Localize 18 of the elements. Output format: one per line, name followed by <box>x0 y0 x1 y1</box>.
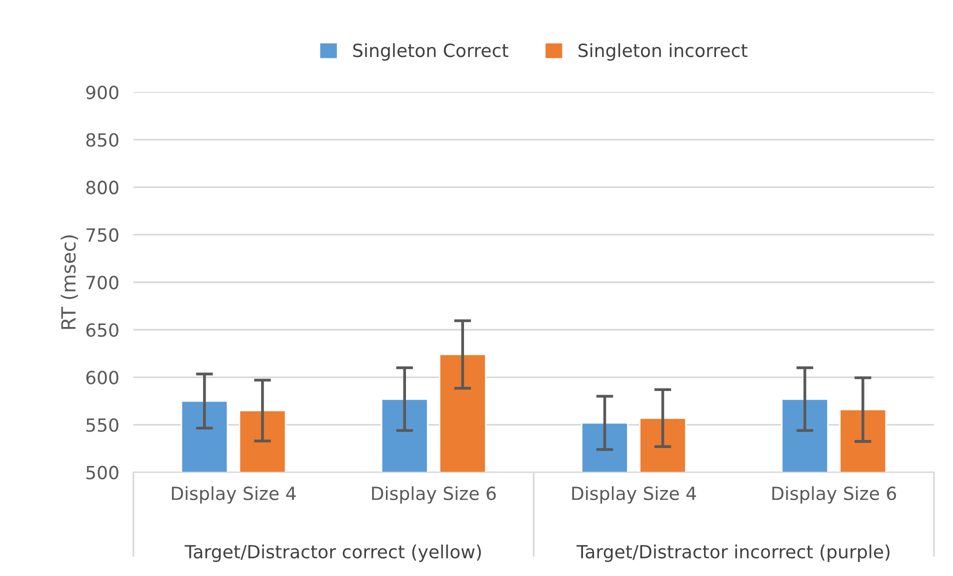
y-tick-label: 900 <box>86 86 118 100</box>
y-tick-label: 600 <box>86 370 118 384</box>
legend-label: Singleton incorrect <box>578 43 748 61</box>
y-tick-label: 550 <box>86 418 118 432</box>
x-tick-label: Display Size 6 <box>772 486 896 504</box>
x-tick-label: Display Size 4 <box>572 486 696 504</box>
y-tick-label: 800 <box>86 180 118 194</box>
y-tick-label: 750 <box>86 228 118 242</box>
y-tick-label: 850 <box>86 133 118 147</box>
x-tick-label: Display Size 4 <box>172 486 296 504</box>
y-axis-title: RT (msec) <box>60 235 78 329</box>
y-tick-label: 650 <box>86 323 118 337</box>
y-tick-label: 500 <box>86 466 118 480</box>
text: Target/Distractor incorrect (purple) <box>576 544 890 562</box>
legend-label: Singleton Correct <box>353 43 508 61</box>
x-tick-label: Display Size 6 <box>372 486 496 504</box>
y-tick-label: 700 <box>86 276 118 290</box>
text: Target/Distractor correct (yellow) <box>184 544 481 562</box>
